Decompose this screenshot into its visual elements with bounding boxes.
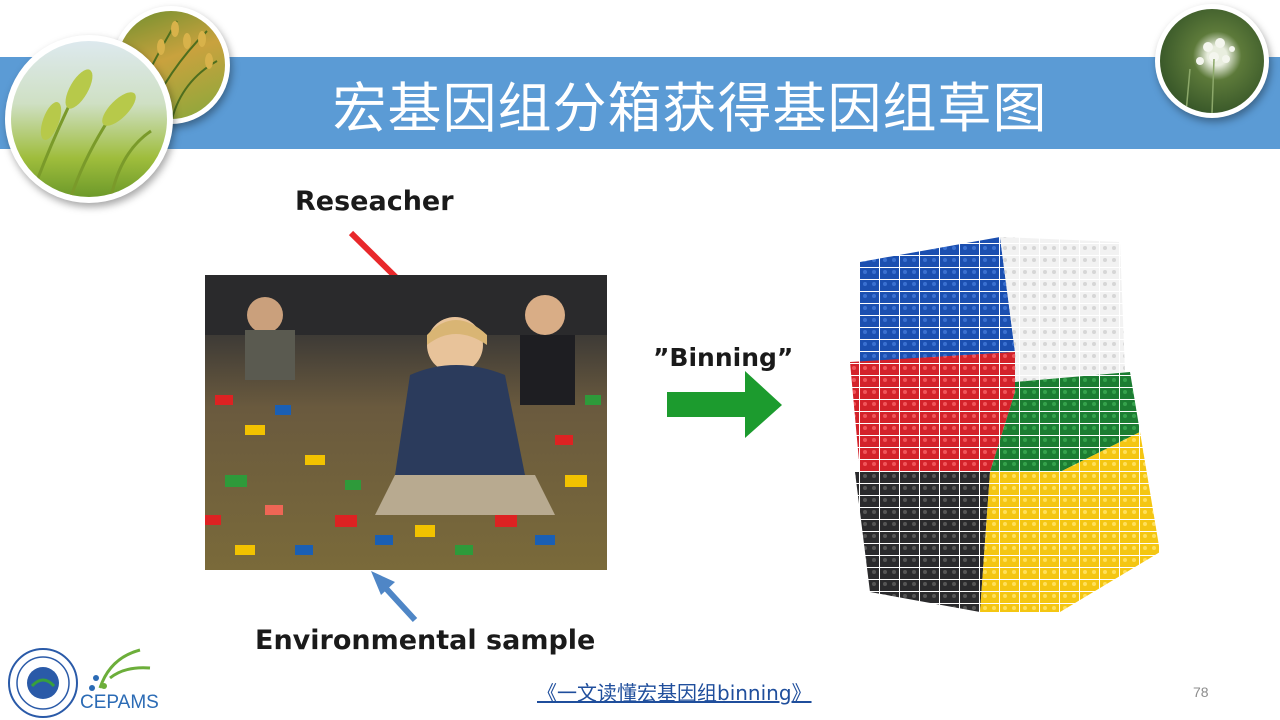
barley-photo: [5, 35, 173, 203]
binning-arrow: [667, 371, 782, 438]
sorted-lego-pile: [840, 232, 1170, 622]
page-number: 78: [1193, 684, 1209, 700]
slide-title: 宏基因组分箱获得基因组草图: [332, 76, 1048, 140]
binning-figure: Reseacher ”Binning”: [205, 170, 1215, 660]
environmental-sample-label: Environmental sample: [255, 625, 596, 656]
cepams-logo: CEPAMS: [80, 648, 160, 718]
sample-arrow: [371, 571, 418, 623]
binning-label: ”Binning”: [653, 343, 794, 372]
cepams-text: CEPAMS: [80, 692, 159, 713]
university-seal-logo: [8, 648, 78, 718]
researcher-label: Reseacher: [295, 186, 454, 217]
article-link[interactable]: 《一文读懂宏基因组binning》: [537, 681, 812, 705]
environmental-sample-photo: [205, 275, 607, 570]
wildflower-photo: [1155, 4, 1269, 118]
